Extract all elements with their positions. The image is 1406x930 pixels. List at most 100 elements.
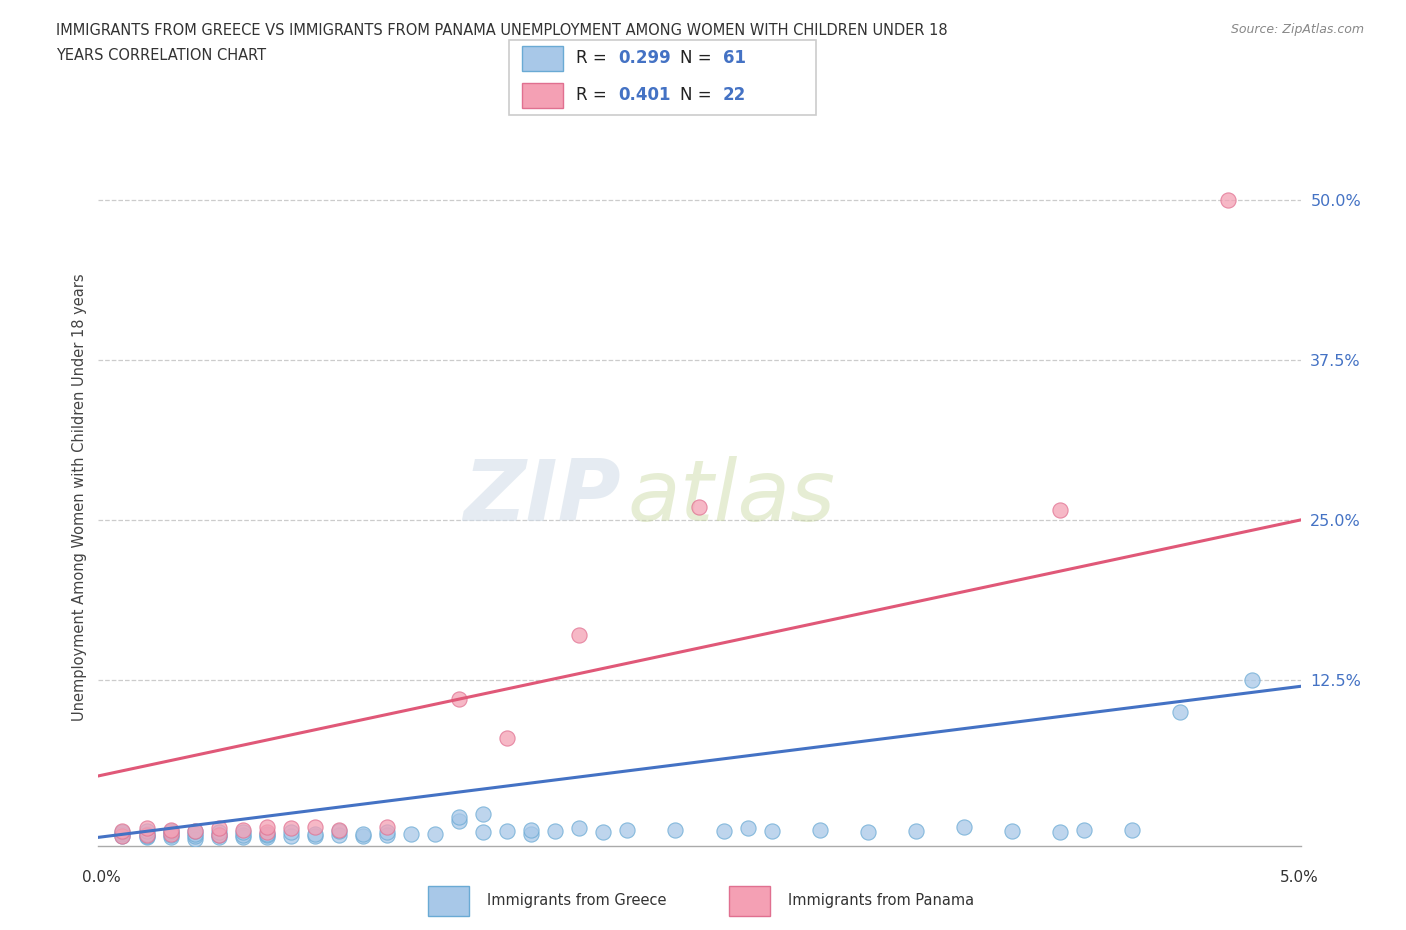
Point [183, 829, 205, 844]
Text: YEARS CORRELATION CHART: YEARS CORRELATION CHART [56, 48, 266, 63]
Point [447, 809, 470, 824]
Point [208, 821, 231, 836]
Point [1049, 825, 1071, 840]
Point [568, 821, 591, 836]
Point [208, 828, 231, 843]
Text: 0.0%: 0.0% [82, 870, 121, 884]
Point [423, 826, 446, 841]
Point [375, 819, 398, 834]
Point [616, 822, 638, 837]
Point [135, 828, 157, 843]
Point [713, 823, 735, 838]
Point [135, 830, 157, 844]
Text: Immigrants from Greece: Immigrants from Greece [486, 893, 666, 908]
Point [496, 730, 519, 745]
Point [472, 807, 495, 822]
Text: 22: 22 [723, 86, 747, 104]
Point [472, 825, 495, 840]
Point [135, 826, 157, 841]
Point [592, 825, 614, 840]
Point [568, 628, 591, 643]
Point [256, 819, 278, 834]
Point [111, 823, 134, 838]
Point [544, 823, 567, 838]
Point [352, 829, 374, 844]
Point [761, 823, 783, 838]
Point [399, 826, 422, 841]
Point [256, 828, 278, 843]
Text: 5.0%: 5.0% [1279, 870, 1319, 884]
Point [280, 825, 302, 840]
Point [1241, 672, 1264, 687]
Point [183, 823, 205, 838]
Point [111, 829, 134, 844]
Point [664, 822, 686, 837]
Point [1218, 193, 1240, 207]
Point [689, 499, 711, 514]
Text: N =: N = [681, 49, 717, 67]
FancyBboxPatch shape [522, 46, 562, 72]
Text: R =: R = [576, 49, 612, 67]
Text: N =: N = [681, 86, 717, 104]
Point [232, 825, 254, 840]
Point [375, 825, 398, 840]
Point [159, 826, 181, 841]
Text: atlas: atlas [627, 456, 835, 539]
Point [1170, 705, 1192, 720]
Text: 61: 61 [723, 49, 745, 67]
Point [304, 826, 326, 841]
Point [447, 692, 470, 707]
Point [135, 821, 157, 836]
Point [328, 823, 350, 838]
Point [232, 822, 254, 837]
Point [232, 830, 254, 844]
Text: 0.401: 0.401 [619, 86, 671, 104]
Point [496, 823, 519, 838]
Text: 0.299: 0.299 [619, 49, 671, 67]
Point [304, 829, 326, 844]
Point [183, 823, 205, 838]
Point [183, 831, 205, 846]
Point [232, 828, 254, 843]
Point [304, 819, 326, 834]
Point [159, 822, 181, 837]
Point [111, 825, 134, 840]
Point [953, 819, 976, 834]
Point [256, 830, 278, 844]
Point [520, 822, 543, 837]
Point [737, 821, 759, 836]
Point [135, 823, 157, 838]
Point [1121, 822, 1143, 837]
Point [256, 826, 278, 841]
Point [111, 829, 134, 844]
Point [808, 822, 831, 837]
Point [1049, 502, 1071, 517]
Point [183, 826, 205, 841]
Point [208, 828, 231, 843]
Text: ZIP: ZIP [464, 456, 621, 539]
Point [159, 828, 181, 843]
Text: Source: ZipAtlas.com: Source: ZipAtlas.com [1230, 23, 1364, 36]
FancyBboxPatch shape [522, 83, 562, 109]
Point [280, 829, 302, 844]
Point [208, 825, 231, 840]
FancyBboxPatch shape [427, 886, 470, 916]
Point [328, 828, 350, 843]
Point [159, 825, 181, 840]
Point [208, 830, 231, 844]
Point [256, 825, 278, 840]
Text: Immigrants from Panama: Immigrants from Panama [787, 893, 974, 908]
Point [159, 823, 181, 838]
Point [1073, 822, 1095, 837]
FancyBboxPatch shape [728, 886, 770, 916]
Point [904, 823, 927, 838]
Point [328, 822, 350, 837]
Point [135, 829, 157, 844]
Point [111, 826, 134, 841]
Point [352, 826, 374, 841]
Point [280, 821, 302, 836]
Point [447, 813, 470, 828]
Point [1001, 823, 1024, 838]
Point [375, 828, 398, 843]
FancyBboxPatch shape [509, 40, 815, 114]
